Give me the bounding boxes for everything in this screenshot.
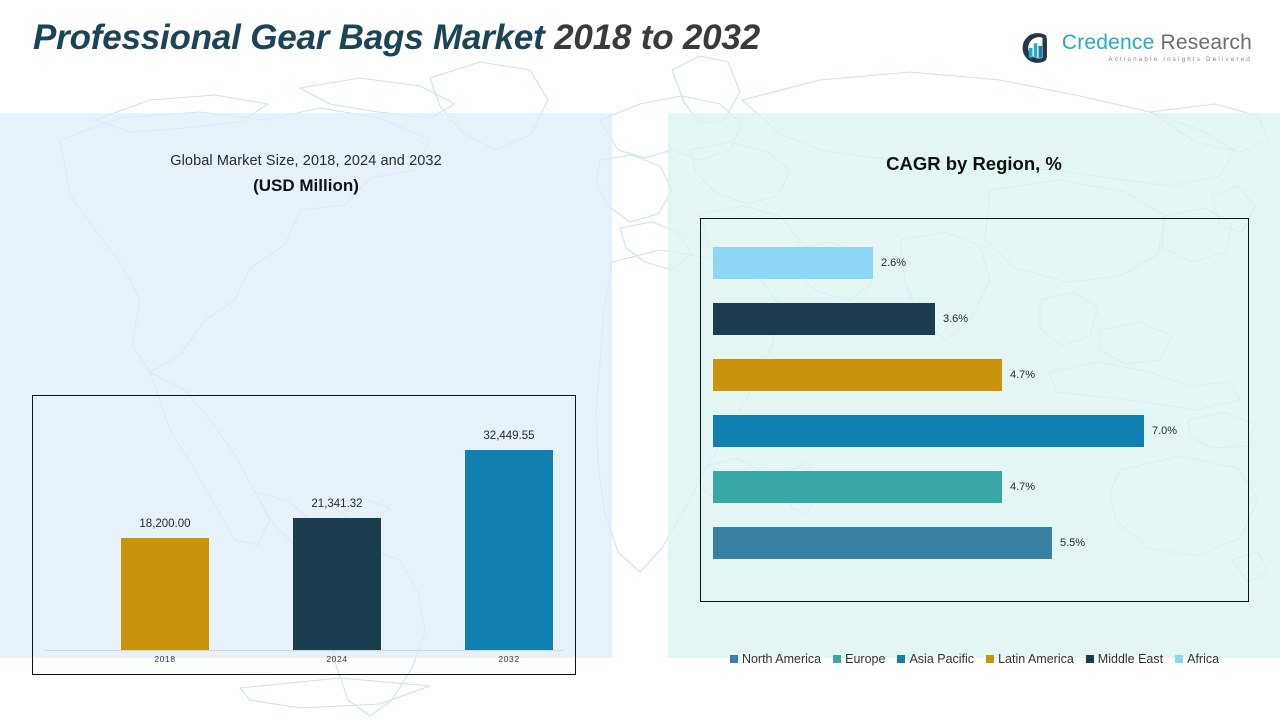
hbar-row[interactable]: 4.7% [713, 359, 1035, 391]
hbar-row[interactable]: 4.7% [713, 471, 1035, 503]
legend-item[interactable]: Middle East [1085, 652, 1164, 666]
hbar-value-label: 3.6% [943, 313, 969, 325]
hbar-value-label: 5.5% [1060, 537, 1086, 549]
column-bar[interactable] [465, 450, 553, 650]
brand-name: Credence Research [1062, 32, 1252, 53]
legend-label: Latin America [998, 652, 1074, 666]
hbar-value-label: 4.7% [1010, 481, 1036, 493]
hbar-value-label: 4.7% [1010, 369, 1036, 381]
cagr-chart-legend: North America Europe Asia Pacific Latin Ame… [729, 652, 1219, 666]
left-panel-title: Global Market Size, 2018, 2024 and 2032 … [0, 153, 612, 196]
column-chart-baseline [45, 650, 563, 651]
column-category-label: 2032 [498, 654, 520, 664]
hbar-row[interactable]: 5.5% [713, 527, 1085, 559]
left-panel-title-line2: (USD Million) [253, 176, 359, 195]
brand-name-research: Research [1154, 31, 1252, 55]
hbar-value-label: 7.0% [1152, 425, 1178, 437]
legend-label: Africa [1187, 652, 1220, 666]
header: Professional Gear Bags Market 2018 to 20… [0, 0, 1280, 113]
legend-label: Asia Pacific [909, 652, 975, 666]
hbar-bar[interactable] [713, 359, 1002, 391]
hbar-row[interactable]: 3.6% [713, 303, 968, 335]
hbar-value-label: 2.6% [881, 257, 907, 269]
legend-item[interactable]: Asia Pacific [897, 652, 974, 666]
legend-swatch-icon [986, 655, 995, 663]
page-title-years: 2018 to 2032 [554, 18, 760, 57]
brand-logo-text: Credence Research Actionable Insights De… [1062, 32, 1252, 63]
right-panel-title: CAGR by Region, % [668, 153, 1280, 175]
column-bar-value-label: 32,449.55 [483, 430, 535, 442]
bar-chart-circle-logo-icon [1022, 33, 1047, 63]
legend-swatch-icon [833, 655, 842, 663]
left-chart-panel: Global Market Size, 2018, 2024 and 2032 … [0, 113, 612, 675]
legend-swatch-icon [1085, 655, 1094, 663]
column-bar[interactable] [293, 518, 381, 650]
global-market-size-column-chart[interactable]: 18,200.00 2018 21,341.32 2024 32,449.55 2032 [32, 395, 576, 675]
legend-swatch-icon [1175, 655, 1184, 663]
hbar-bar[interactable] [713, 303, 935, 335]
legend-label: Europe [845, 652, 886, 666]
hbar-row[interactable]: 7.0% [713, 415, 1177, 447]
right-panel-title-text: CAGR by Region, % [886, 153, 1062, 174]
column-bar-value-label: 18,200.00 [139, 518, 191, 530]
hbar-bar[interactable] [713, 527, 1052, 559]
legend-item[interactable]: Europe [833, 652, 885, 666]
left-panel-title-line1: Global Market Size, 2018, 2024 and 2032 [170, 153, 442, 169]
legend-item[interactable]: Africa [1175, 652, 1219, 666]
page-title-primary: Professional Gear Bags Market [33, 18, 555, 57]
hbar-bar[interactable] [713, 415, 1144, 447]
column-category-label: 2018 [154, 654, 176, 664]
brand-tagline: Actionable Insights Delivered [1108, 56, 1252, 64]
page-title: Professional Gear Bags Market 2018 to 20… [33, 18, 760, 58]
brand-name-credence: Credence [1061, 31, 1155, 55]
legend-item[interactable]: North America [729, 652, 822, 666]
hbar-bar[interactable] [713, 471, 1002, 503]
column-category-label: 2024 [326, 654, 348, 664]
hbar-bar[interactable] [713, 247, 873, 279]
column-bar-value-label: 21,341.32 [311, 498, 363, 510]
right-chart-panel: CAGR by Region, % 2.6% 3.6% 4.7% 7.0% 4.7% 5.… [668, 113, 1280, 666]
hbar-chart-plot-area: 2.6% 3.6% 4.7% 7.0% 4.7% 5.5% [701, 219, 1248, 601]
legend-swatch-icon [729, 655, 738, 663]
legend-label: North America [741, 652, 822, 666]
column-bar[interactable] [121, 538, 209, 650]
legend-label: Middle East [1097, 652, 1164, 666]
brand-logo[interactable]: Credence Research Actionable Insights De… [1020, 26, 1252, 70]
hbar-row[interactable]: 2.6% [713, 247, 906, 279]
legend-item[interactable]: Latin America [986, 652, 1074, 666]
column-chart-plot-area: 18,200.00 2018 21,341.32 2024 32,449.55 2032 [33, 396, 575, 674]
legend-swatch-icon [897, 655, 906, 663]
cagr-by-region-bar-chart[interactable]: 2.6% 3.6% 4.7% 7.0% 4.7% 5.5% North America Eu… [700, 218, 1249, 666]
